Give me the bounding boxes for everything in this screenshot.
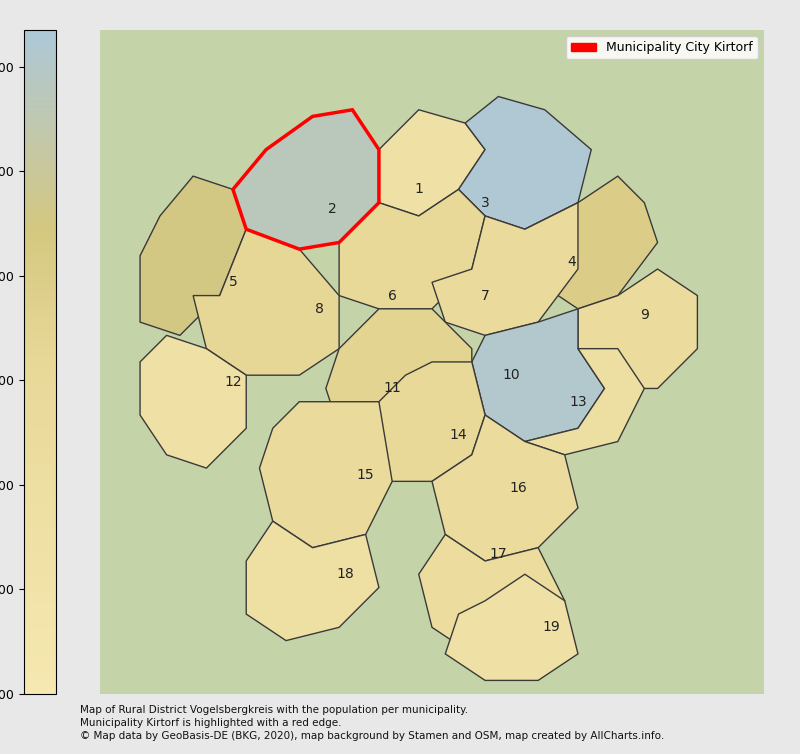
Text: 4: 4 bbox=[567, 256, 576, 269]
Polygon shape bbox=[246, 521, 379, 641]
Text: 19: 19 bbox=[542, 621, 560, 634]
Text: Municipality Kirtorf is highlighted with a red edge.: Municipality Kirtorf is highlighted with… bbox=[80, 718, 342, 728]
Polygon shape bbox=[446, 575, 578, 680]
Text: 2: 2 bbox=[328, 202, 337, 216]
Text: 17: 17 bbox=[490, 547, 507, 561]
Text: 6: 6 bbox=[388, 289, 397, 302]
Polygon shape bbox=[418, 535, 565, 654]
Text: 8: 8 bbox=[314, 302, 324, 316]
Polygon shape bbox=[326, 309, 472, 455]
Polygon shape bbox=[458, 97, 591, 229]
Polygon shape bbox=[233, 110, 379, 249]
Text: 15: 15 bbox=[357, 467, 374, 482]
Polygon shape bbox=[432, 415, 578, 561]
Polygon shape bbox=[472, 309, 605, 442]
Text: 18: 18 bbox=[337, 567, 354, 581]
Text: 12: 12 bbox=[224, 375, 242, 389]
Polygon shape bbox=[193, 229, 339, 375]
Polygon shape bbox=[339, 189, 485, 309]
Polygon shape bbox=[525, 176, 658, 309]
Text: 10: 10 bbox=[503, 368, 521, 382]
FancyBboxPatch shape bbox=[100, 30, 764, 694]
Polygon shape bbox=[366, 362, 485, 481]
Legend: Municipality City Kirtorf: Municipality City Kirtorf bbox=[566, 36, 758, 60]
Text: 11: 11 bbox=[383, 382, 401, 395]
Polygon shape bbox=[379, 110, 485, 216]
Polygon shape bbox=[578, 269, 698, 388]
Polygon shape bbox=[140, 176, 246, 336]
Text: 1: 1 bbox=[414, 182, 423, 196]
Polygon shape bbox=[140, 336, 246, 468]
Text: Map of Rural District Vogelsbergkreis with the population per municipality.: Map of Rural District Vogelsbergkreis wi… bbox=[80, 705, 468, 715]
Text: 7: 7 bbox=[481, 289, 490, 302]
Text: 13: 13 bbox=[569, 395, 586, 409]
Text: © Map data by GeoBasis-DE (BKG, 2020), map background by Stamen and OSM, map cre: © Map data by GeoBasis-DE (BKG, 2020), m… bbox=[80, 731, 664, 740]
Text: 14: 14 bbox=[450, 428, 467, 442]
Text: 5: 5 bbox=[229, 275, 238, 290]
Text: 9: 9 bbox=[640, 308, 649, 323]
Text: 3: 3 bbox=[481, 196, 490, 210]
Polygon shape bbox=[525, 348, 644, 455]
Polygon shape bbox=[432, 203, 578, 336]
Text: 16: 16 bbox=[510, 481, 527, 495]
Polygon shape bbox=[259, 402, 392, 547]
